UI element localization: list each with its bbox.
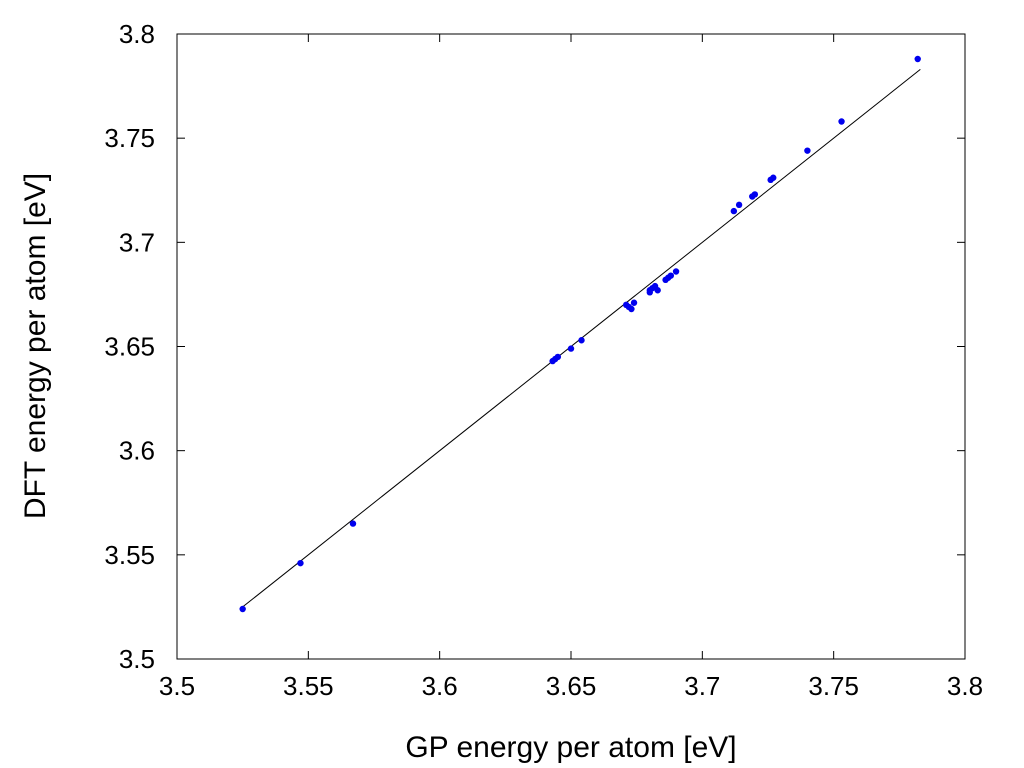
- data-point: [554, 353, 562, 361]
- data-point: [567, 345, 575, 352]
- y-tick-label: 3.55: [104, 540, 155, 570]
- x-tick-label: 3.55: [283, 671, 334, 701]
- data-point: [730, 207, 738, 215]
- y-tick-label: 3.5: [119, 644, 155, 674]
- data-points: [239, 55, 921, 613]
- x-axis-label: GP energy per atom [eV]: [405, 731, 736, 764]
- data-point: [672, 268, 680, 275]
- data-point: [751, 191, 759, 198]
- data-point: [628, 305, 635, 313]
- y-tick-label: 3.7: [119, 227, 155, 257]
- x-tick-label: 3.5: [159, 671, 195, 701]
- data-point: [914, 55, 921, 63]
- data-point: [297, 559, 304, 567]
- y-tick-label: 3.8: [119, 19, 155, 49]
- data-point: [654, 287, 661, 294]
- data-point: [239, 605, 246, 613]
- data-point: [578, 337, 585, 344]
- x-tick-label: 3.8: [947, 671, 983, 701]
- x-tick-label: 3.65: [546, 671, 597, 701]
- data-point: [735, 201, 743, 209]
- data-point: [838, 118, 845, 125]
- data-point: [349, 520, 357, 527]
- y-tick-label: 3.65: [104, 332, 155, 362]
- y-tick-label: 3.6: [119, 436, 155, 466]
- x-tick-label: 3.75: [808, 671, 859, 701]
- data-point: [667, 272, 675, 279]
- x-tick-label: 3.7: [684, 671, 720, 701]
- data-point: [804, 147, 811, 154]
- y-tick-label: 3.75: [104, 123, 155, 153]
- data-point: [770, 174, 777, 181]
- y-axis-label: DFT energy per atom [eV]: [19, 173, 52, 519]
- x-tick-label: 3.6: [422, 671, 458, 701]
- axis-ticks: 3.5 3.55 3.6 3.65 3.7 3.75 3.8 3.5 3.55 3.6 3.65 3.…: [104, 19, 983, 701]
- data-point: [630, 299, 638, 306]
